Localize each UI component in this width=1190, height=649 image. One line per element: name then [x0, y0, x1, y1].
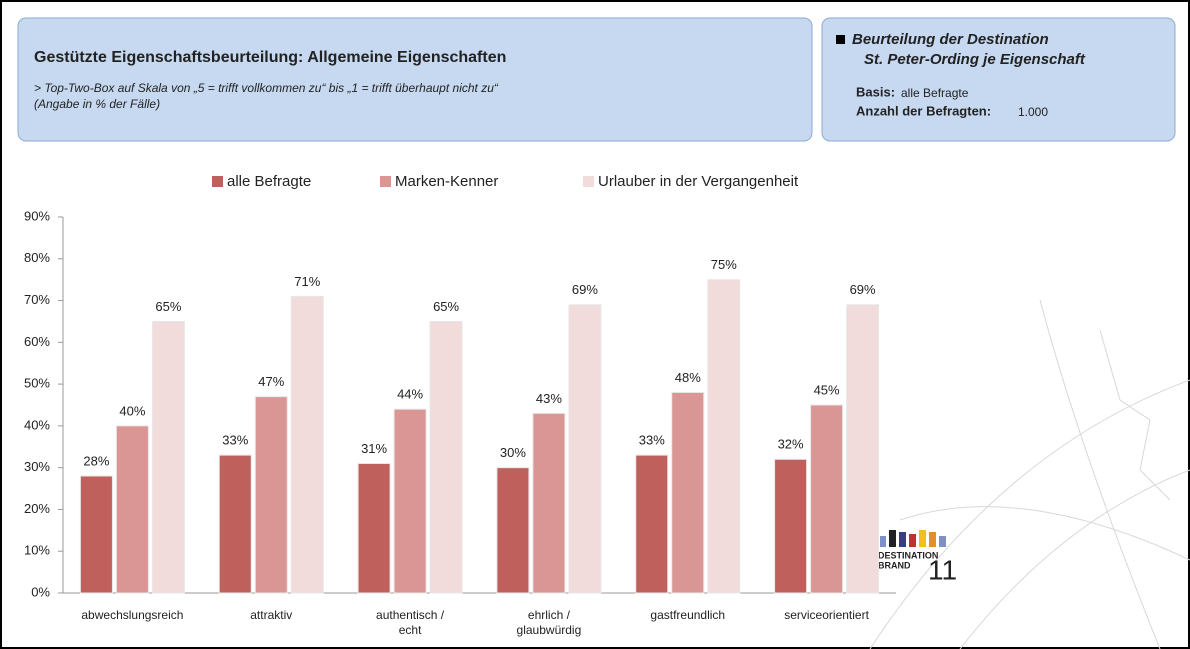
bar [810, 404, 844, 594]
value-label: 69% [850, 282, 876, 297]
info-value: alle Befragte [901, 86, 969, 100]
bar [290, 295, 324, 594]
y-tick-label: 60% [24, 334, 50, 349]
logo: DESTINATION BRAND 11 [878, 530, 957, 585]
value-label: 47% [258, 374, 284, 389]
bar [79, 475, 113, 594]
bar [254, 396, 288, 594]
y-tick-label: 50% [24, 376, 50, 391]
y-tick-label: 20% [24, 501, 50, 516]
legend-swatch [212, 176, 223, 187]
bar [707, 279, 741, 594]
y-tick-label: 70% [24, 292, 50, 307]
map-decoration [869, 299, 1190, 649]
bar [357, 462, 391, 594]
bullet [836, 35, 845, 44]
value-label: 33% [222, 433, 248, 448]
logo-bar [939, 536, 946, 547]
bar [671, 391, 705, 594]
value-label: 30% [500, 445, 526, 460]
y-tick-label: 30% [24, 459, 50, 474]
y-tick-label: 80% [24, 250, 50, 265]
bar [635, 454, 669, 594]
logo-number: 11 [928, 554, 957, 585]
legend-label: Urlauber in der Vergangenheit [598, 173, 799, 190]
bar [532, 412, 566, 594]
value-label: 65% [155, 299, 181, 314]
y-tick-label: 90% [24, 208, 50, 223]
header-title: Gestützte Eigenschaftsbeurteilung: Allge… [34, 49, 506, 66]
bar [774, 458, 808, 594]
value-label: 45% [814, 382, 840, 397]
value-label: 71% [294, 274, 320, 289]
value-label: 40% [119, 403, 145, 418]
info-title: Beurteilung der Destination [852, 31, 1049, 48]
info-value: 1.000 [1018, 105, 1048, 119]
logo-bar [880, 536, 886, 547]
header-box [17, 17, 813, 142]
bar [115, 425, 149, 594]
x-tick-label: authentisch / echt [376, 608, 445, 637]
bar [151, 320, 185, 594]
info-box [821, 17, 1176, 142]
value-label: 32% [778, 437, 804, 452]
value-label: 75% [711, 257, 737, 272]
y-tick-label: 40% [24, 417, 50, 432]
legend-swatch [583, 176, 594, 187]
value-label: 31% [361, 441, 387, 456]
value-label: 65% [433, 299, 459, 314]
bar [496, 467, 530, 594]
header-subtitle: (Angabe in % der Fälle) [34, 97, 160, 111]
logo-bar [929, 532, 936, 547]
info-label: Anzahl der Befragten: [856, 103, 991, 118]
logo-text: BRAND [878, 560, 911, 570]
logo-bar [889, 530, 896, 547]
x-tick-label: abwechslungsreich [81, 608, 184, 622]
logo-bar [909, 534, 916, 547]
legend-swatch [380, 176, 391, 187]
x-tick-label: attraktiv [250, 608, 293, 622]
bar [568, 304, 602, 594]
value-label: 33% [639, 433, 665, 448]
y-tick-label: 10% [24, 543, 50, 558]
value-label: 69% [572, 282, 598, 297]
header-subtitle: > Top-Two-Box auf Skala von „5 = trifft … [34, 81, 499, 95]
value-label: 28% [83, 453, 109, 468]
y-tick-label: 0% [31, 584, 50, 599]
info-label: Basis: [856, 84, 895, 99]
legend-label: alle Befragte [227, 173, 311, 190]
logo-bar [899, 532, 906, 547]
value-label: 43% [536, 391, 562, 406]
legend-label: Marken-Kenner [395, 173, 498, 190]
bar [393, 408, 427, 594]
bar [846, 304, 880, 594]
logo-bar [919, 530, 926, 547]
logo-text: DESTINATION [878, 550, 938, 560]
x-tick-label: ehrlich / glaubwürdig [516, 608, 582, 637]
bar [218, 454, 252, 594]
bar [429, 320, 463, 594]
info-title: St. Peter-Ording je Eigenschaft [864, 51, 1086, 68]
value-label: 44% [397, 387, 423, 402]
value-label: 48% [675, 370, 701, 385]
x-tick-label: gastfreundlich [650, 608, 726, 622]
x-tick-label: serviceorientiert [784, 608, 869, 622]
